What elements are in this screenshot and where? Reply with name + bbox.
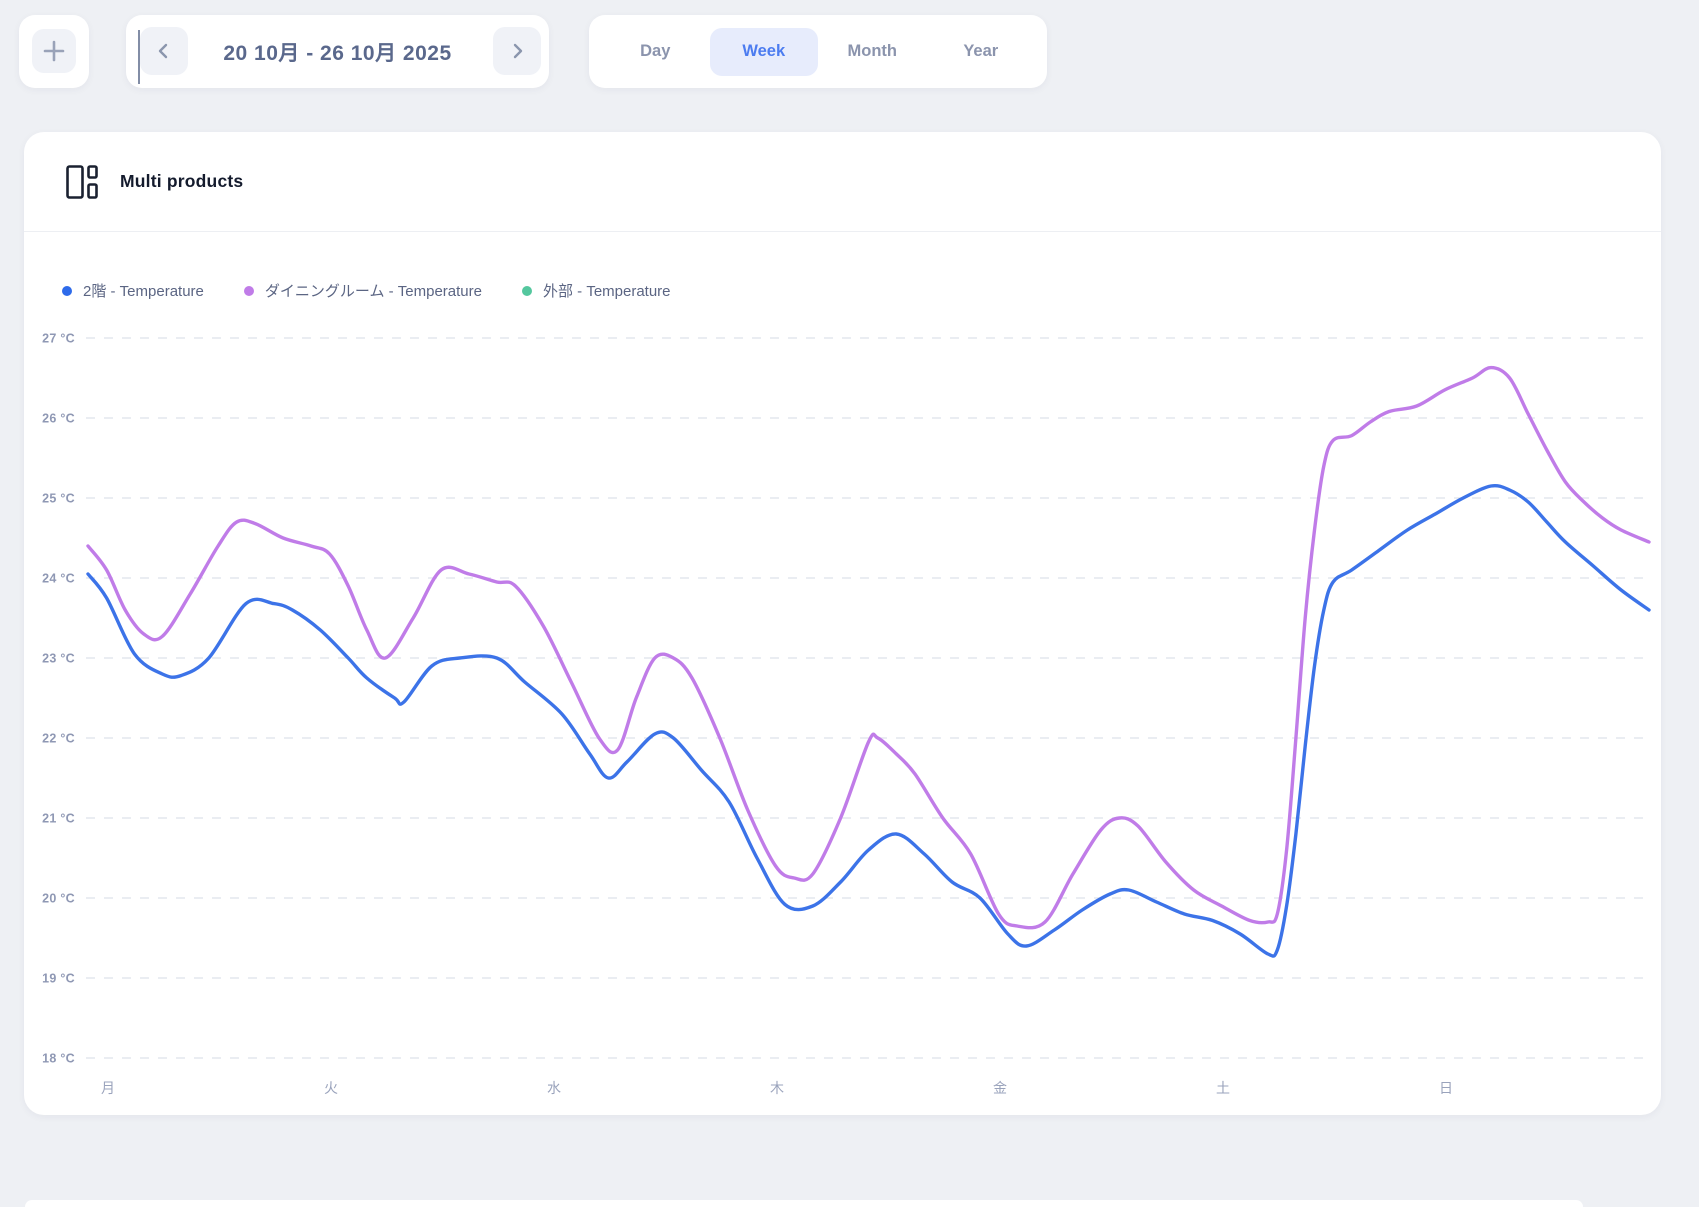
multi-products-layout-icon bbox=[66, 164, 98, 199]
tab-day[interactable]: Day bbox=[601, 28, 710, 76]
caret-bar bbox=[138, 30, 140, 84]
svg-text:27 °C: 27 °C bbox=[42, 332, 75, 346]
next-week-button[interactable] bbox=[493, 27, 541, 75]
svg-text:月: 月 bbox=[101, 1080, 115, 1096]
legend-item-2f[interactable]: 2階 - Temperature bbox=[62, 280, 204, 301]
svg-text:25 °C: 25 °C bbox=[42, 492, 75, 506]
legend-label: 外部 - Temperature bbox=[542, 283, 671, 300]
card-title: Multi products bbox=[120, 171, 244, 191]
add-button[interactable] bbox=[32, 29, 76, 73]
svg-text:22 °C: 22 °C bbox=[42, 732, 75, 746]
temperature-line-chart[interactable]: 27 °C 26 °C 25 °C 24 °C 23 °C 22 °C 21 °C 20 °C… bbox=[24, 132, 1661, 1115]
add-widget-card bbox=[19, 15, 89, 88]
svg-text:土: 土 bbox=[1216, 1080, 1230, 1096]
chevron-left-icon bbox=[158, 43, 168, 59]
next-card-edge bbox=[25, 1200, 1583, 1207]
legend-item-outside[interactable]: 外部 - Temperature bbox=[521, 280, 671, 301]
svg-text:23 °C: 23 °C bbox=[42, 652, 75, 666]
chart-legend: 2階 - Temperature ダイニングルーム - Temperature … bbox=[62, 280, 671, 301]
legend-label: 2階 - Temperature bbox=[83, 283, 204, 300]
prev-week-button[interactable] bbox=[140, 27, 188, 75]
svg-text:日: 日 bbox=[1439, 1080, 1453, 1096]
legend-label: ダイニングルーム - Temperature bbox=[264, 283, 482, 300]
legend-dot-purple bbox=[243, 285, 254, 296]
legend-dot-blue bbox=[62, 285, 72, 296]
tab-week[interactable]: Week bbox=[709, 27, 818, 76]
legend-item-dining[interactable]: ダイニングルーム - Temperature bbox=[243, 280, 482, 301]
svg-text:水: 水 bbox=[547, 1080, 561, 1096]
date-range-label: 20 10月 - 26 10月 2025 bbox=[223, 41, 452, 65]
svg-text:金: 金 bbox=[993, 1080, 1007, 1096]
date-range-navigator: 20 10月 - 26 10月 2025 bbox=[126, 15, 549, 88]
svg-text:木: 木 bbox=[770, 1080, 784, 1096]
svg-text:18 °C: 18 °C bbox=[42, 1052, 75, 1066]
multi-products-card: Multi products 2階 - Temperature ダイニングルーム… bbox=[24, 132, 1661, 1115]
svg-text:火: 火 bbox=[324, 1080, 338, 1096]
svg-text:20 °C: 20 °C bbox=[42, 892, 75, 906]
svg-text:21 °C: 21 °C bbox=[42, 812, 75, 826]
tab-month[interactable]: Month bbox=[818, 28, 927, 76]
plus-icon bbox=[43, 40, 65, 62]
svg-text:19 °C: 19 °C bbox=[42, 972, 75, 986]
tab-year[interactable]: Year bbox=[927, 28, 1036, 76]
chevron-right-icon bbox=[513, 43, 523, 59]
svg-text:26 °C: 26 °C bbox=[42, 412, 75, 426]
card-header: Multi products bbox=[24, 132, 1661, 232]
view-switcher: Day Week Month Year bbox=[589, 15, 1047, 88]
legend-dot-teal bbox=[521, 285, 532, 296]
svg-text:24 °C: 24 °C bbox=[42, 572, 75, 586]
